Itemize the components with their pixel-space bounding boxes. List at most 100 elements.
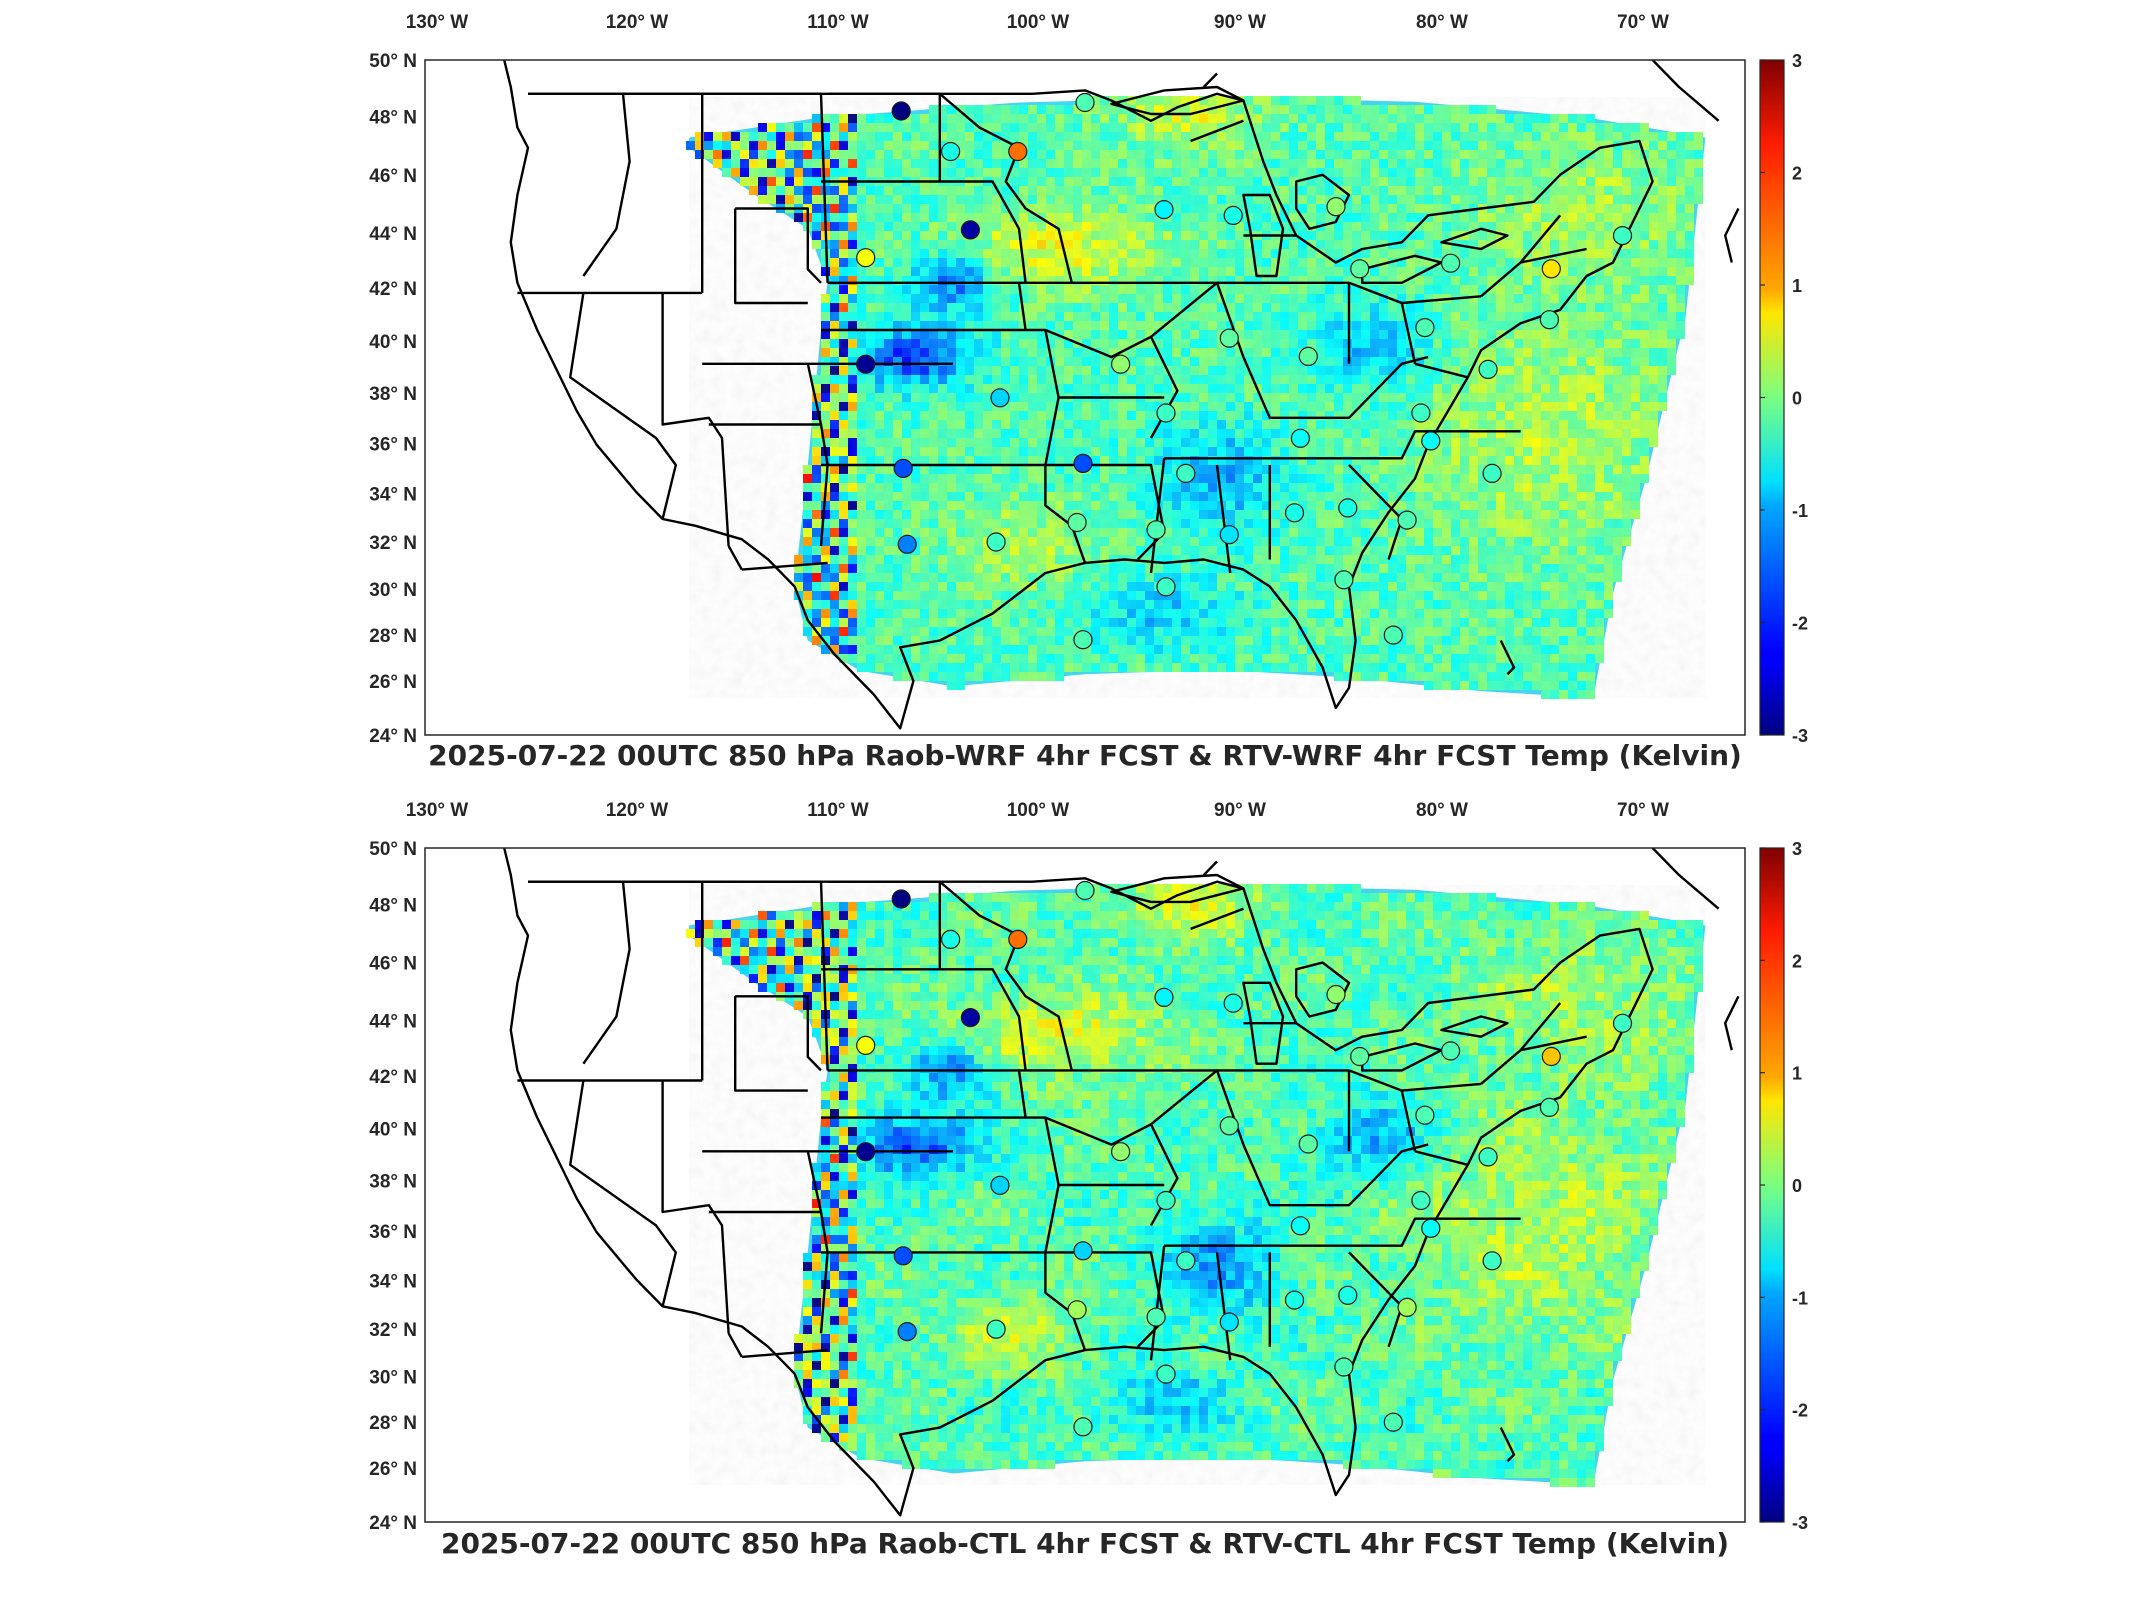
latitude-tick-label: 30° N bbox=[369, 580, 417, 601]
raob-station-marker bbox=[1073, 630, 1093, 650]
nova-scotia-coast bbox=[1723, 207, 1740, 263]
colorbar-tick-label: 1 bbox=[1792, 276, 1802, 296]
state-boundary bbox=[735, 207, 822, 284]
raob-station-marker bbox=[1440, 253, 1461, 273]
raob-station-marker bbox=[1219, 328, 1239, 348]
raob-station-marker bbox=[1383, 1412, 1403, 1432]
raob-station-marker bbox=[940, 141, 961, 162]
raob-station-marker bbox=[1290, 428, 1311, 448]
latitude-tick-label: 42° N bbox=[369, 1067, 417, 1088]
latitude-tick-label: 26° N bbox=[369, 1459, 417, 1480]
raob-station-marker bbox=[1539, 1097, 1560, 1118]
raob-station-marker bbox=[897, 534, 917, 554]
state-boundary bbox=[821, 968, 1027, 1071]
latitude-tick-label: 40° N bbox=[369, 1119, 417, 1140]
state-boundary bbox=[582, 881, 631, 1065]
raob-station-marker bbox=[856, 1035, 876, 1056]
raob-station-marker bbox=[1176, 1251, 1196, 1271]
raob-station-marker bbox=[986, 532, 1006, 552]
raob-station-marker bbox=[1156, 577, 1176, 597]
state-boundary bbox=[1215, 464, 1232, 574]
state-boundary bbox=[1215, 1252, 1232, 1361]
latitude-tick-label: 50° N bbox=[369, 839, 417, 860]
raob-station-marker bbox=[1075, 880, 1095, 901]
raob-station-marker bbox=[1075, 92, 1095, 113]
state-boundary bbox=[735, 995, 822, 1072]
latitude-tick-label: 26° N bbox=[369, 672, 417, 693]
longitude-tick-label: 100° W bbox=[1007, 800, 1070, 821]
raob-station-marker bbox=[1110, 354, 1131, 374]
raob-station-marker bbox=[1383, 625, 1403, 645]
raob-station-marker bbox=[1284, 1290, 1305, 1310]
latitude-tick-label: 48° N bbox=[369, 108, 417, 129]
latitude-tick-label: 24° N bbox=[369, 726, 417, 747]
state-boundary bbox=[821, 328, 1060, 466]
map-frame bbox=[424, 59, 1746, 736]
latitude-tick-label: 30° N bbox=[369, 1367, 417, 1388]
raob-station-marker bbox=[891, 889, 911, 909]
raob-station-marker bbox=[1539, 310, 1560, 330]
state-boundary bbox=[582, 93, 631, 277]
raob-station-marker bbox=[1350, 259, 1370, 279]
state-boundary bbox=[819, 881, 829, 1071]
state-boundary bbox=[1400, 1090, 1417, 1152]
lake-outline bbox=[1360, 1042, 1443, 1072]
raob-station-marker bbox=[1008, 929, 1028, 950]
latitude-tick-label: 28° N bbox=[369, 1413, 417, 1434]
raob-station-marker bbox=[1350, 1046, 1370, 1067]
island-outline bbox=[1202, 860, 1218, 876]
colorbar-tick-label: -2 bbox=[1792, 614, 1808, 634]
raob-station-marker bbox=[1223, 205, 1243, 225]
state-boundary bbox=[727, 1332, 743, 1358]
raob-station-marker bbox=[1421, 431, 1441, 451]
panels-layer: 130° W 120° W 110° W 100° W 90° W 80° W 70° W 5… bbox=[369, 12, 1808, 1560]
state-borders bbox=[503, 60, 1740, 730]
latitude-tick-label: 24° N bbox=[369, 1513, 417, 1534]
latitude-tick-label: 32° N bbox=[369, 533, 417, 554]
raob-station-marker bbox=[1326, 197, 1346, 217]
state-boundary bbox=[741, 561, 828, 571]
canada-coast bbox=[1651, 60, 1720, 122]
state-boundary bbox=[939, 880, 1073, 1071]
state-boundary bbox=[1164, 430, 1521, 460]
state-boundary bbox=[1190, 119, 1244, 143]
state-boundary bbox=[1520, 1035, 1587, 1052]
colorbar-tick-label: 2 bbox=[1792, 164, 1802, 184]
raob-station-marker bbox=[1612, 226, 1633, 246]
colorbar-tick-label: -2 bbox=[1792, 1401, 1808, 1421]
state-boundary bbox=[569, 1080, 677, 1307]
state-boundary bbox=[569, 292, 677, 520]
state-boundary bbox=[1190, 907, 1244, 931]
raob-station-marker bbox=[990, 388, 1010, 408]
lake-outline bbox=[1360, 254, 1443, 284]
raob-station-marker bbox=[1397, 510, 1417, 530]
raob-station-marker bbox=[1008, 141, 1028, 162]
latitude-tick-label: 32° N bbox=[369, 1320, 417, 1341]
raob-station-marker bbox=[1415, 1105, 1435, 1125]
latitude-tick-label: 38° N bbox=[369, 384, 417, 405]
raob-station-marker bbox=[1219, 1116, 1239, 1136]
raob-station-marker bbox=[856, 1142, 876, 1162]
state-boundary bbox=[661, 292, 730, 547]
raob-station-marker bbox=[897, 1321, 917, 1342]
state-boundary bbox=[734, 208, 808, 305]
island-outline bbox=[1499, 1427, 1516, 1463]
raob-station-marker bbox=[1415, 318, 1435, 338]
field-texture bbox=[689, 885, 1706, 1485]
state-boundary bbox=[821, 463, 1087, 564]
state-boundary bbox=[1414, 362, 1469, 379]
raob-station-marker bbox=[1146, 1307, 1166, 1327]
lake-outline bbox=[1294, 173, 1351, 231]
temperature-difference-field bbox=[686, 884, 1706, 1487]
panel-title: 2025-07-22 00UTC 850 hPa Raob-WRF 4hr FC… bbox=[428, 739, 1742, 772]
latitude-tick-label: 46° N bbox=[369, 954, 417, 975]
state-boundary bbox=[1414, 1150, 1469, 1166]
raob-station-marker bbox=[1298, 1134, 1318, 1154]
raob-station-marker bbox=[1411, 1190, 1431, 1211]
raob-station-marker bbox=[1482, 1251, 1502, 1271]
latitude-tick-label: 48° N bbox=[369, 896, 417, 917]
raob-station-marker bbox=[1223, 993, 1243, 1013]
lake-outline bbox=[1242, 981, 1285, 1065]
raob-station-marker bbox=[1338, 498, 1358, 518]
lake-outline bbox=[1110, 873, 1245, 904]
